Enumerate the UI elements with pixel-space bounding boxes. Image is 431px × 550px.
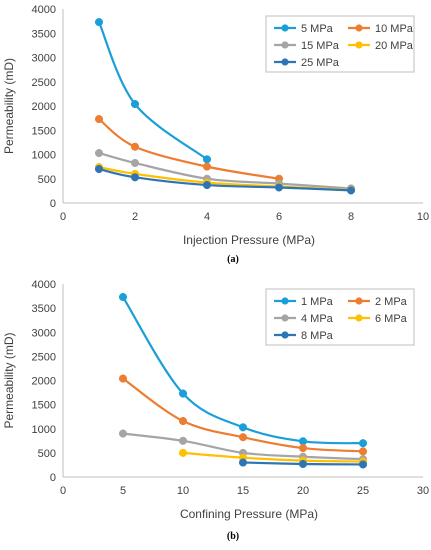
data-point bbox=[94, 115, 104, 124]
data-point bbox=[94, 165, 104, 174]
data-point bbox=[298, 459, 308, 469]
x-tick-label: 15 bbox=[237, 485, 249, 497]
series-line bbox=[121, 295, 365, 445]
series-line bbox=[97, 20, 209, 161]
y-tick-label: 2000 bbox=[32, 376, 56, 388]
data-point bbox=[202, 181, 212, 190]
data-point bbox=[202, 162, 212, 171]
legend-marker bbox=[281, 41, 289, 49]
x-axis-title: Injection Pressure (MPa) bbox=[183, 233, 315, 247]
data-point bbox=[298, 444, 308, 453]
x-tick-label: 30 bbox=[417, 485, 429, 497]
y-tick-label: 500 bbox=[38, 174, 56, 186]
legend-label: 1 MPa bbox=[301, 296, 334, 308]
data-point bbox=[238, 458, 248, 467]
series-line bbox=[97, 117, 281, 180]
x-tick-label: 0 bbox=[60, 211, 66, 223]
data-point bbox=[118, 374, 128, 383]
y-axis-title: Permeability (mD) bbox=[2, 332, 16, 428]
y-tick-label: 2000 bbox=[32, 101, 56, 113]
y-tick-label: 1500 bbox=[32, 400, 56, 412]
legend-label: 2 MPa bbox=[375, 296, 408, 308]
x-tick-label: 5 bbox=[120, 485, 126, 497]
chart-panel-a: 0 2 4 6 8 10 0 500 1000 1500 2000 2500 3000 3500 4000 I… bbox=[2, 4, 429, 265]
y-tick-label: 500 bbox=[38, 448, 56, 460]
legend-label: 15 MPa bbox=[301, 40, 340, 52]
y-tick-label: 4000 bbox=[32, 4, 56, 16]
panel-label: (b) bbox=[227, 531, 239, 542]
legend-label: 8 MPa bbox=[301, 330, 334, 342]
y-tick-label: 1500 bbox=[32, 125, 56, 137]
y-tick-label: 3000 bbox=[32, 327, 56, 339]
data-point bbox=[202, 155, 212, 164]
legend-marker bbox=[355, 297, 363, 305]
data-point bbox=[178, 436, 188, 445]
data-point bbox=[358, 447, 368, 456]
data-point bbox=[346, 186, 356, 195]
data-point bbox=[178, 416, 188, 426]
y-axis-title: Permeability (mD) bbox=[2, 58, 16, 154]
legend-marker bbox=[281, 58, 289, 66]
legend-label: 6 MPa bbox=[375, 313, 408, 325]
x-tick-label: 0 bbox=[60, 485, 66, 497]
y-tick-label: 1000 bbox=[32, 150, 56, 162]
legend-label: 4 MPa bbox=[301, 313, 334, 325]
data-point bbox=[178, 448, 188, 457]
legend-marker bbox=[355, 24, 363, 32]
data-point bbox=[94, 148, 104, 158]
legend-marker bbox=[281, 297, 289, 305]
data-point bbox=[358, 439, 368, 448]
x-tick-label: 6 bbox=[276, 211, 282, 223]
x-tick-label: 4 bbox=[204, 211, 210, 223]
legend-marker bbox=[281, 314, 289, 322]
x-axis-title: Confining Pressure (MPa) bbox=[180, 507, 318, 521]
data-point bbox=[238, 423, 248, 432]
y-tick-label: 1000 bbox=[32, 424, 56, 436]
y-tick-label: 3000 bbox=[32, 53, 56, 65]
data-point bbox=[118, 292, 128, 302]
chart-panel-b: 0 5 10 15 20 25 30 0 500 1000 1500 2000 2500 3000 3500… bbox=[2, 279, 429, 542]
data-point bbox=[274, 183, 284, 192]
x-tick-label: 2 bbox=[132, 211, 138, 223]
data-point bbox=[178, 389, 188, 398]
series-line bbox=[181, 451, 365, 463]
y-tick-label: 4000 bbox=[32, 279, 56, 291]
x-tick-label: 10 bbox=[417, 211, 429, 223]
data-point bbox=[130, 173, 140, 182]
data-point bbox=[94, 18, 104, 27]
legend-marker bbox=[281, 24, 289, 32]
y-tick-label: 0 bbox=[50, 472, 56, 484]
legend-marker bbox=[281, 331, 289, 339]
data-point bbox=[130, 158, 140, 168]
y-tick-label: 3500 bbox=[32, 303, 56, 315]
legend-label: 10 MPa bbox=[375, 23, 414, 35]
x-tick-label: 20 bbox=[297, 485, 309, 497]
y-tick-label: 0 bbox=[50, 198, 56, 210]
legend-label: 20 MPa bbox=[375, 40, 414, 52]
data-point bbox=[118, 429, 128, 438]
data-point bbox=[238, 433, 248, 442]
data-point bbox=[298, 437, 308, 446]
x-tick-label: 25 bbox=[357, 485, 369, 497]
legend-marker bbox=[355, 314, 363, 322]
y-tick-label: 2500 bbox=[32, 351, 56, 363]
data-point bbox=[130, 100, 140, 109]
panel-label: (a) bbox=[227, 254, 239, 265]
legend-marker bbox=[355, 41, 363, 49]
y-tick-label: 3500 bbox=[32, 28, 56, 40]
legend-label: 5 MPa bbox=[301, 23, 334, 35]
x-tick-label: 10 bbox=[177, 485, 189, 497]
y-tick-label: 2500 bbox=[32, 77, 56, 89]
x-tick-label: 8 bbox=[348, 211, 354, 223]
data-point bbox=[130, 142, 140, 151]
data-point bbox=[358, 460, 368, 469]
legend-label: 25 MPa bbox=[301, 57, 340, 69]
